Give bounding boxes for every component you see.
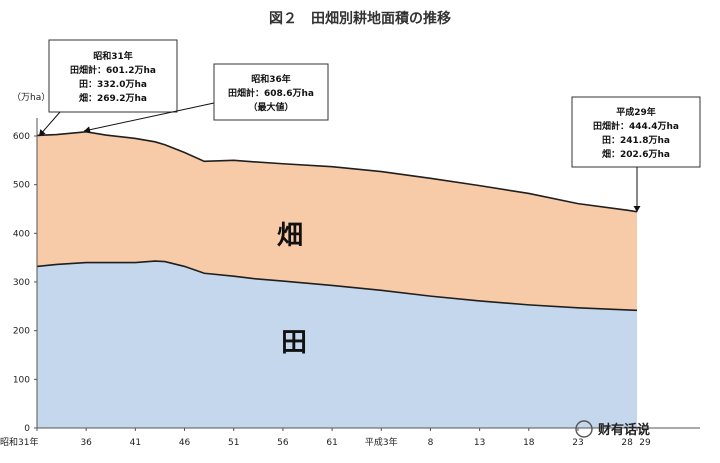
annotation-text: 田畑計：601.2万ha <box>70 64 156 76</box>
annotation-arrowhead <box>633 206 641 212</box>
annotation-text: 田畑計：444.4万ha <box>593 120 679 132</box>
series-paddy-area <box>37 261 637 428</box>
y-tick-label: 0 <box>24 424 30 434</box>
x-tick-label: 23 <box>572 438 583 448</box>
plot-areas <box>36 131 638 428</box>
x-tick-label: 36 <box>80 438 92 448</box>
y-axis-label: （万ha） <box>12 92 50 103</box>
axes <box>36 118 700 429</box>
annotation-box <box>213 63 329 121</box>
series-paddy-label: 田 <box>281 328 307 358</box>
series-field-area <box>37 131 637 311</box>
wechat-icon <box>575 420 593 438</box>
x-tick-label: 61 <box>326 438 337 448</box>
annotation-box <box>48 39 178 113</box>
y-tick-label: 300 <box>13 278 30 288</box>
x-tick-label: 8 <box>428 438 434 448</box>
annotation-text: （最大値） <box>248 101 293 113</box>
y-tick-label: 500 <box>13 181 30 191</box>
annotation-leader <box>83 102 215 132</box>
annotation-text: 田：332.0万ha <box>79 79 147 90</box>
annotation-text: 畑：202.6万ha <box>602 148 670 160</box>
x-tick-label: 13 <box>474 438 485 448</box>
x-tick-label: 51 <box>228 438 239 448</box>
area-labels: 畑田 <box>277 221 307 358</box>
x-tick-label: 28 <box>621 438 633 448</box>
annotation-text: 昭和31年 <box>93 50 133 62</box>
x-tick-label: 平成3年 <box>365 436 398 448</box>
annotation-box <box>571 96 701 168</box>
y-tick-labels: 0 100 200 300 400 500 600 <box>13 132 37 434</box>
annotation-text: 田畑計：608.6万ha <box>228 87 314 99</box>
x-tick-label: 41 <box>130 438 141 448</box>
x-tick-label: 18 <box>523 438 535 448</box>
y-tick-label: 400 <box>13 229 30 239</box>
annotation-text: 昭和36年 <box>251 73 291 85</box>
y-tick-label: 600 <box>13 132 30 142</box>
x-tick-label: 昭和31年 <box>0 436 38 448</box>
x-tick-label: 46 <box>179 438 191 448</box>
annotation-text: 平成29年 <box>616 106 656 118</box>
x-tick-label: 29 <box>639 438 651 448</box>
annotation-text: 畑：269.2万ha <box>79 92 147 104</box>
series-total-line <box>36 131 638 213</box>
x-tick-labels: 昭和31年 36 41 46 51 56 61 平成3年 8 13 18 23 28 29 <box>0 428 651 448</box>
y-tick-label: 100 <box>13 375 30 385</box>
annotation-arrowhead <box>39 129 46 136</box>
chart-title: 図２ 田畑別耕地面積の推移 <box>269 10 451 27</box>
y-tick-label: 200 <box>13 327 30 337</box>
x-tick-label: 56 <box>277 438 289 448</box>
watermark-text: 财有话说 <box>598 422 650 438</box>
series-field-label: 畑 <box>277 221 303 251</box>
annotation-text: 田：241.8万ha <box>602 135 670 146</box>
annotation-arrowhead <box>84 126 91 134</box>
series-paddy-line <box>36 260 638 312</box>
watermark: 财有话说 <box>575 420 650 438</box>
